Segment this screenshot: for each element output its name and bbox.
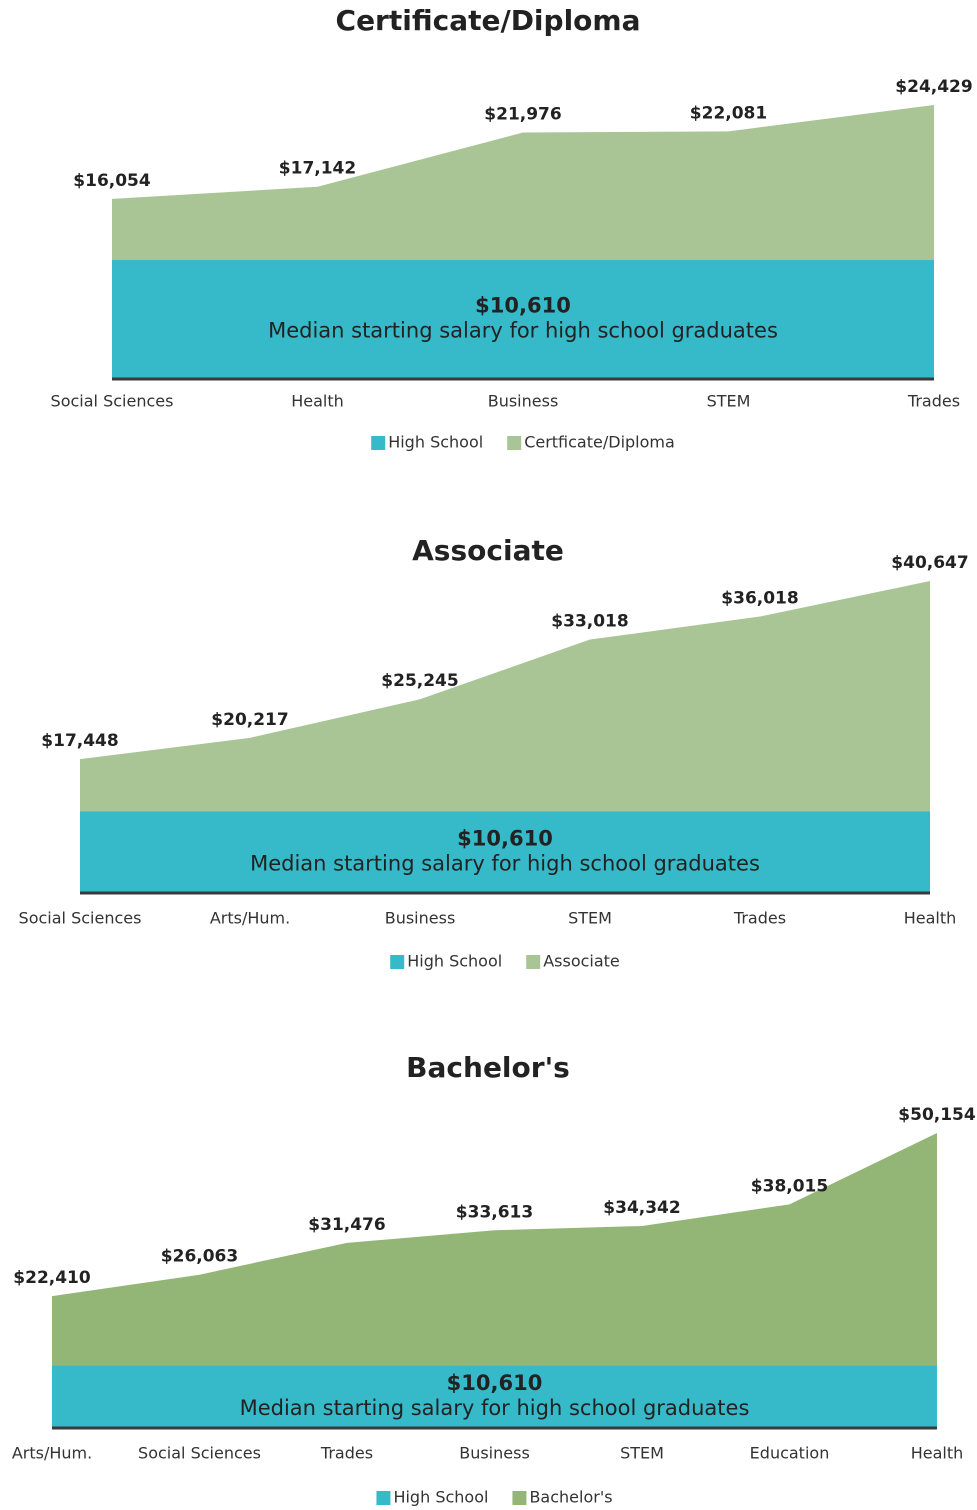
x-tick-label: Trades (907, 392, 960, 411)
legend-label: High School (388, 433, 483, 452)
x-tick-label: Education (750, 1444, 830, 1463)
chart-title: Associate (412, 534, 564, 567)
x-tick-label: Business (488, 392, 559, 411)
legend-swatch (507, 436, 522, 450)
x-tick-label: Trades (733, 909, 786, 928)
x-tick-label: Social Sciences (51, 392, 174, 411)
x-tick-label: Social Sciences (19, 909, 142, 928)
legend-label: High School (393, 1488, 488, 1507)
x-tick-label: Health (904, 909, 957, 928)
data-label: $21,976 (484, 105, 561, 125)
data-label: $24,429 (895, 77, 972, 97)
data-label: $33,613 (456, 1202, 533, 1222)
annotation-text: Median starting salary for high school g… (268, 318, 778, 342)
x-tick-label: Arts/Hum. (12, 1444, 92, 1463)
x-tick-label: Health (911, 1444, 964, 1463)
data-label: $36,018 (721, 589, 798, 609)
annotation-text: Median starting salary for high school g… (240, 1396, 750, 1420)
legend: High School Certficate/Diploma (371, 433, 675, 452)
legend-swatch (512, 1491, 527, 1505)
x-tick-label: Arts/Hum. (210, 909, 290, 928)
x-tick-label: Health (291, 392, 344, 411)
data-label: $17,448 (41, 731, 118, 751)
data-label: $38,015 (751, 1176, 828, 1196)
area (52, 1365, 937, 1428)
data-label: $22,410 (13, 1268, 91, 1288)
legend-label: Certficate/Diploma (524, 433, 675, 452)
data-label: $25,245 (381, 671, 458, 691)
x-tick-label: STEM (707, 392, 751, 411)
x-tick-label: Business (385, 909, 456, 928)
x-tick-label: STEM (620, 1444, 664, 1463)
legend-swatch (390, 955, 405, 969)
annotation-value: $10,610 (447, 1371, 543, 1395)
data-label: $22,081 (690, 103, 767, 123)
x-tick-label: Business (459, 1444, 530, 1463)
annotation-value: $10,610 (475, 293, 571, 317)
legend: High School Associate (390, 952, 620, 971)
legend-label: Bachelor's (529, 1488, 612, 1507)
data-label: $26,063 (161, 1247, 238, 1267)
data-label: $34,342 (603, 1198, 680, 1218)
legend-swatch (371, 436, 386, 450)
area (112, 259, 934, 379)
x-tick-label: Trades (320, 1444, 373, 1463)
chart-title: Certificate/Diploma (336, 4, 641, 37)
area (80, 811, 930, 893)
data-label: $33,018 (551, 612, 628, 632)
legend-label: Associate (543, 952, 620, 971)
data-label: $50,154 (898, 1105, 976, 1125)
data-label: $31,476 (308, 1215, 385, 1235)
area (52, 1133, 937, 1428)
annotation-value: $10,610 (457, 826, 553, 850)
x-tick-label: Social Sciences (138, 1444, 261, 1463)
data-label: $17,142 (279, 159, 356, 179)
legend-swatch (376, 1491, 391, 1505)
x-tick-label: STEM (568, 909, 612, 928)
data-label: $40,647 (891, 553, 968, 573)
legend-swatch (526, 955, 541, 969)
annotation-text: Median starting salary for high school g… (250, 851, 760, 875)
data-label: $20,217 (211, 710, 288, 730)
legend: High School Bachelor's (376, 1488, 613, 1507)
legend-label: High School (407, 952, 502, 971)
data-label: $16,054 (73, 171, 151, 191)
chart-title: Bachelor's (406, 1051, 570, 1084)
